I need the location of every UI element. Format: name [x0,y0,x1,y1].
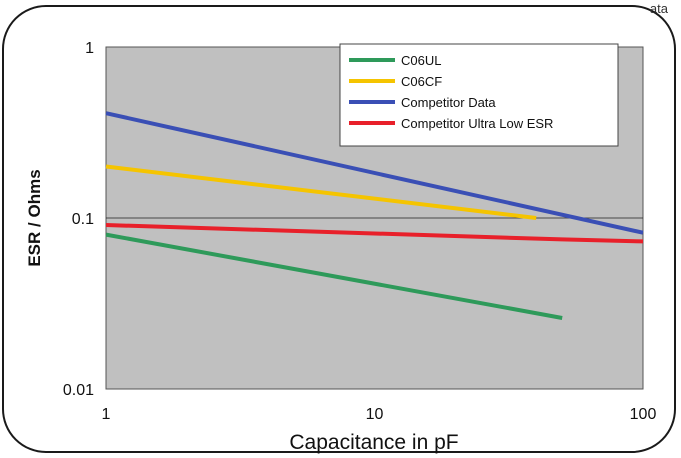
legend-label-competitor-data: Competitor Data [401,95,496,110]
corner-text-fragment: ata [649,1,668,16]
series-line-competitor-data [105,111,644,235]
series-layer [105,111,644,320]
x-tick-label: 100 [630,406,657,423]
y-tick-label: 0.01 [63,382,94,399]
y-axis-label: ESR / Ohms [25,169,44,266]
chart-frame: ata [2,1,676,453]
y-tick-label: 1 [85,40,94,57]
x-tick-label: 10 [366,406,384,423]
x-tick-label: 1 [102,406,111,423]
y-tick-label: 0.1 [72,211,94,228]
tick-layer: 1 10 100 1 0.1 0.01 [63,40,657,423]
legend-label-c06cf: C06CF [401,74,442,89]
series-line-c06cf [105,164,537,220]
legend-label-competitor-ultra-low-esr: Competitor Ultra Low ESR [401,116,553,131]
legend-label-c06ul: C06UL [401,53,441,68]
legend: C06UL C06CF Competitor Data Competitor Ultr… [339,43,619,147]
series-line-c06ul [105,232,563,320]
legend-entries: C06UL C06CF Competitor Data Competitor Ultr… [349,53,553,131]
series-line-competitor-ultra-low-esr [105,223,644,244]
x-axis-label: Capacitance in pF [289,431,458,454]
